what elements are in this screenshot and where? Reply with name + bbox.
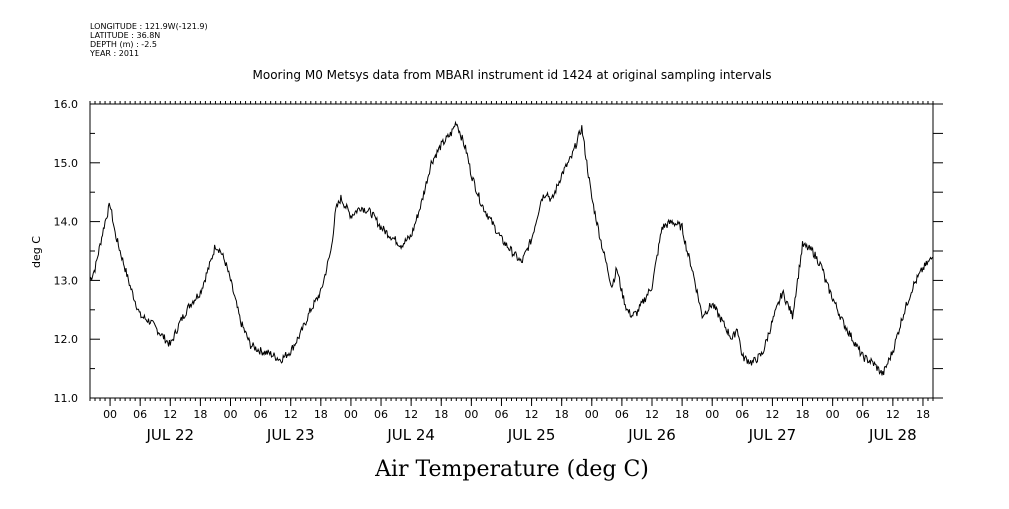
y-tick-label: 14.0 <box>54 216 79 229</box>
x-hour-label: 12 <box>525 408 539 421</box>
x-hour-label: 12 <box>404 408 418 421</box>
x-hour-label: 18 <box>916 408 930 421</box>
x-hour-label: 06 <box>494 408 508 421</box>
x-hour-label: 00 <box>705 408 719 421</box>
x-hour-label: 00 <box>344 408 358 421</box>
x-hour-label: 12 <box>765 408 779 421</box>
x-hour-label: 06 <box>856 408 870 421</box>
x-day-label: JUL 23 <box>266 426 315 444</box>
x-hour-label: 12 <box>886 408 900 421</box>
x-hour-label: 12 <box>645 408 659 421</box>
y-tick-label: 13.0 <box>54 274 79 287</box>
x-hour-label: 18 <box>675 408 689 421</box>
y-tick-label: 16.0 <box>54 98 79 111</box>
longitude-label: LONGITUDE : 121.9W(-121.9) <box>90 22 208 31</box>
x-hour-label: 06 <box>254 408 268 421</box>
x-hour-label: 18 <box>555 408 569 421</box>
x-day-label: JUL 24 <box>386 426 435 444</box>
x-day-label: JUL 22 <box>145 426 194 444</box>
axes-layer: 11.0 12.0 13.0 14.0 15.0 16.0 00 06 12 18 00 06 12 18… <box>54 98 943 444</box>
y-tick-label: 15.0 <box>54 157 79 170</box>
x-hour-label: 18 <box>434 408 448 421</box>
x-hour-label: 06 <box>735 408 749 421</box>
x-hour-label: 18 <box>193 408 207 421</box>
latitude-label: LATITUDE : 36.8N <box>90 31 161 40</box>
x-day-label: JUL 25 <box>507 426 556 444</box>
x-hour-label: 18 <box>796 408 810 421</box>
x-hour-label: 00 <box>224 408 238 421</box>
x-axis-label: Air Temperature (deg C) <box>374 457 649 482</box>
x-hour-label: 06 <box>133 408 147 421</box>
x-day-label: JUL 28 <box>868 426 917 444</box>
x-hour-label: 00 <box>464 408 478 421</box>
x-hour-label: 12 <box>163 408 177 421</box>
x-hour-label: 00 <box>103 408 117 421</box>
depth-label: DEPTH (m) : -2.5 <box>90 40 157 49</box>
x-day-label: JUL 27 <box>748 426 797 444</box>
y-tick-label: 12.0 <box>54 333 79 346</box>
x-hour-label: 12 <box>284 408 298 421</box>
x-hour-label: 06 <box>374 408 388 421</box>
series-layer <box>89 120 934 376</box>
air-temperature-series-line <box>89 120 934 376</box>
x-hour-label: 00 <box>585 408 599 421</box>
x-hour-label: 06 <box>615 408 629 421</box>
x-hour-label: 18 <box>314 408 328 421</box>
y-tick-label: 11.0 <box>54 392 79 405</box>
y-axis-label: deg C <box>30 236 43 268</box>
year-label: YEAR : 2011 <box>90 49 140 58</box>
x-day-label: JUL 26 <box>627 426 676 444</box>
chart-title: Mooring M0 Metsys data from MBARI instru… <box>253 68 772 82</box>
x-hour-label: 00 <box>826 408 840 421</box>
